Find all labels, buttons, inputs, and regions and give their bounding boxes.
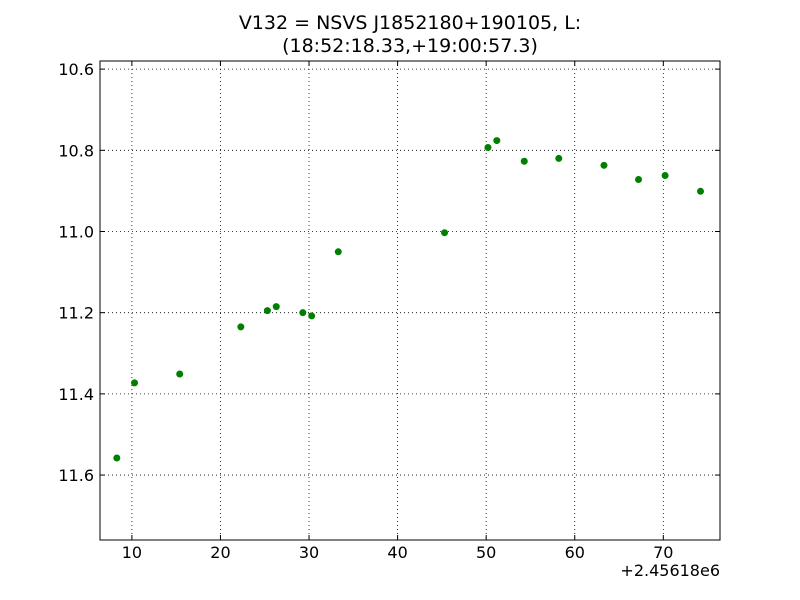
x-tick-label: 40 [387,543,407,562]
x-tick-label: 50 [476,543,496,562]
y-tick-label: 10.6 [58,60,94,79]
x-offset-label: +2.45618e6 [620,561,720,580]
point [635,176,643,184]
point [272,303,280,311]
chart-title-line: V132 = NSVS J1852180+190105, L: [239,12,581,34]
point [600,161,608,169]
point [299,309,307,317]
x-tick-label: 10 [122,543,142,562]
point [441,229,449,237]
point [131,379,139,387]
y-tick-label: 10.8 [58,141,94,160]
point [661,171,669,179]
x-tick-label: 60 [565,543,585,562]
x-tick-label: 30 [299,543,319,562]
point [697,187,705,195]
point [263,307,271,315]
y-tick-label: 11.2 [58,304,94,323]
y-tick-label: 11.4 [58,385,94,404]
point [113,454,121,462]
point [555,154,563,162]
point [176,370,184,378]
point [237,323,245,331]
x-tick-label: 70 [653,543,673,562]
point [520,157,528,165]
plot-frame [99,60,721,541]
x-tick-label: 20 [210,543,230,562]
y-tick-label: 11.0 [58,222,94,241]
point [484,143,492,151]
point [334,248,342,256]
y-tick-label: 11.6 [58,466,94,485]
point [493,137,501,145]
chart-title-line: (18:52:18.33,+19:00:57.3) [282,35,538,57]
point [308,312,316,320]
